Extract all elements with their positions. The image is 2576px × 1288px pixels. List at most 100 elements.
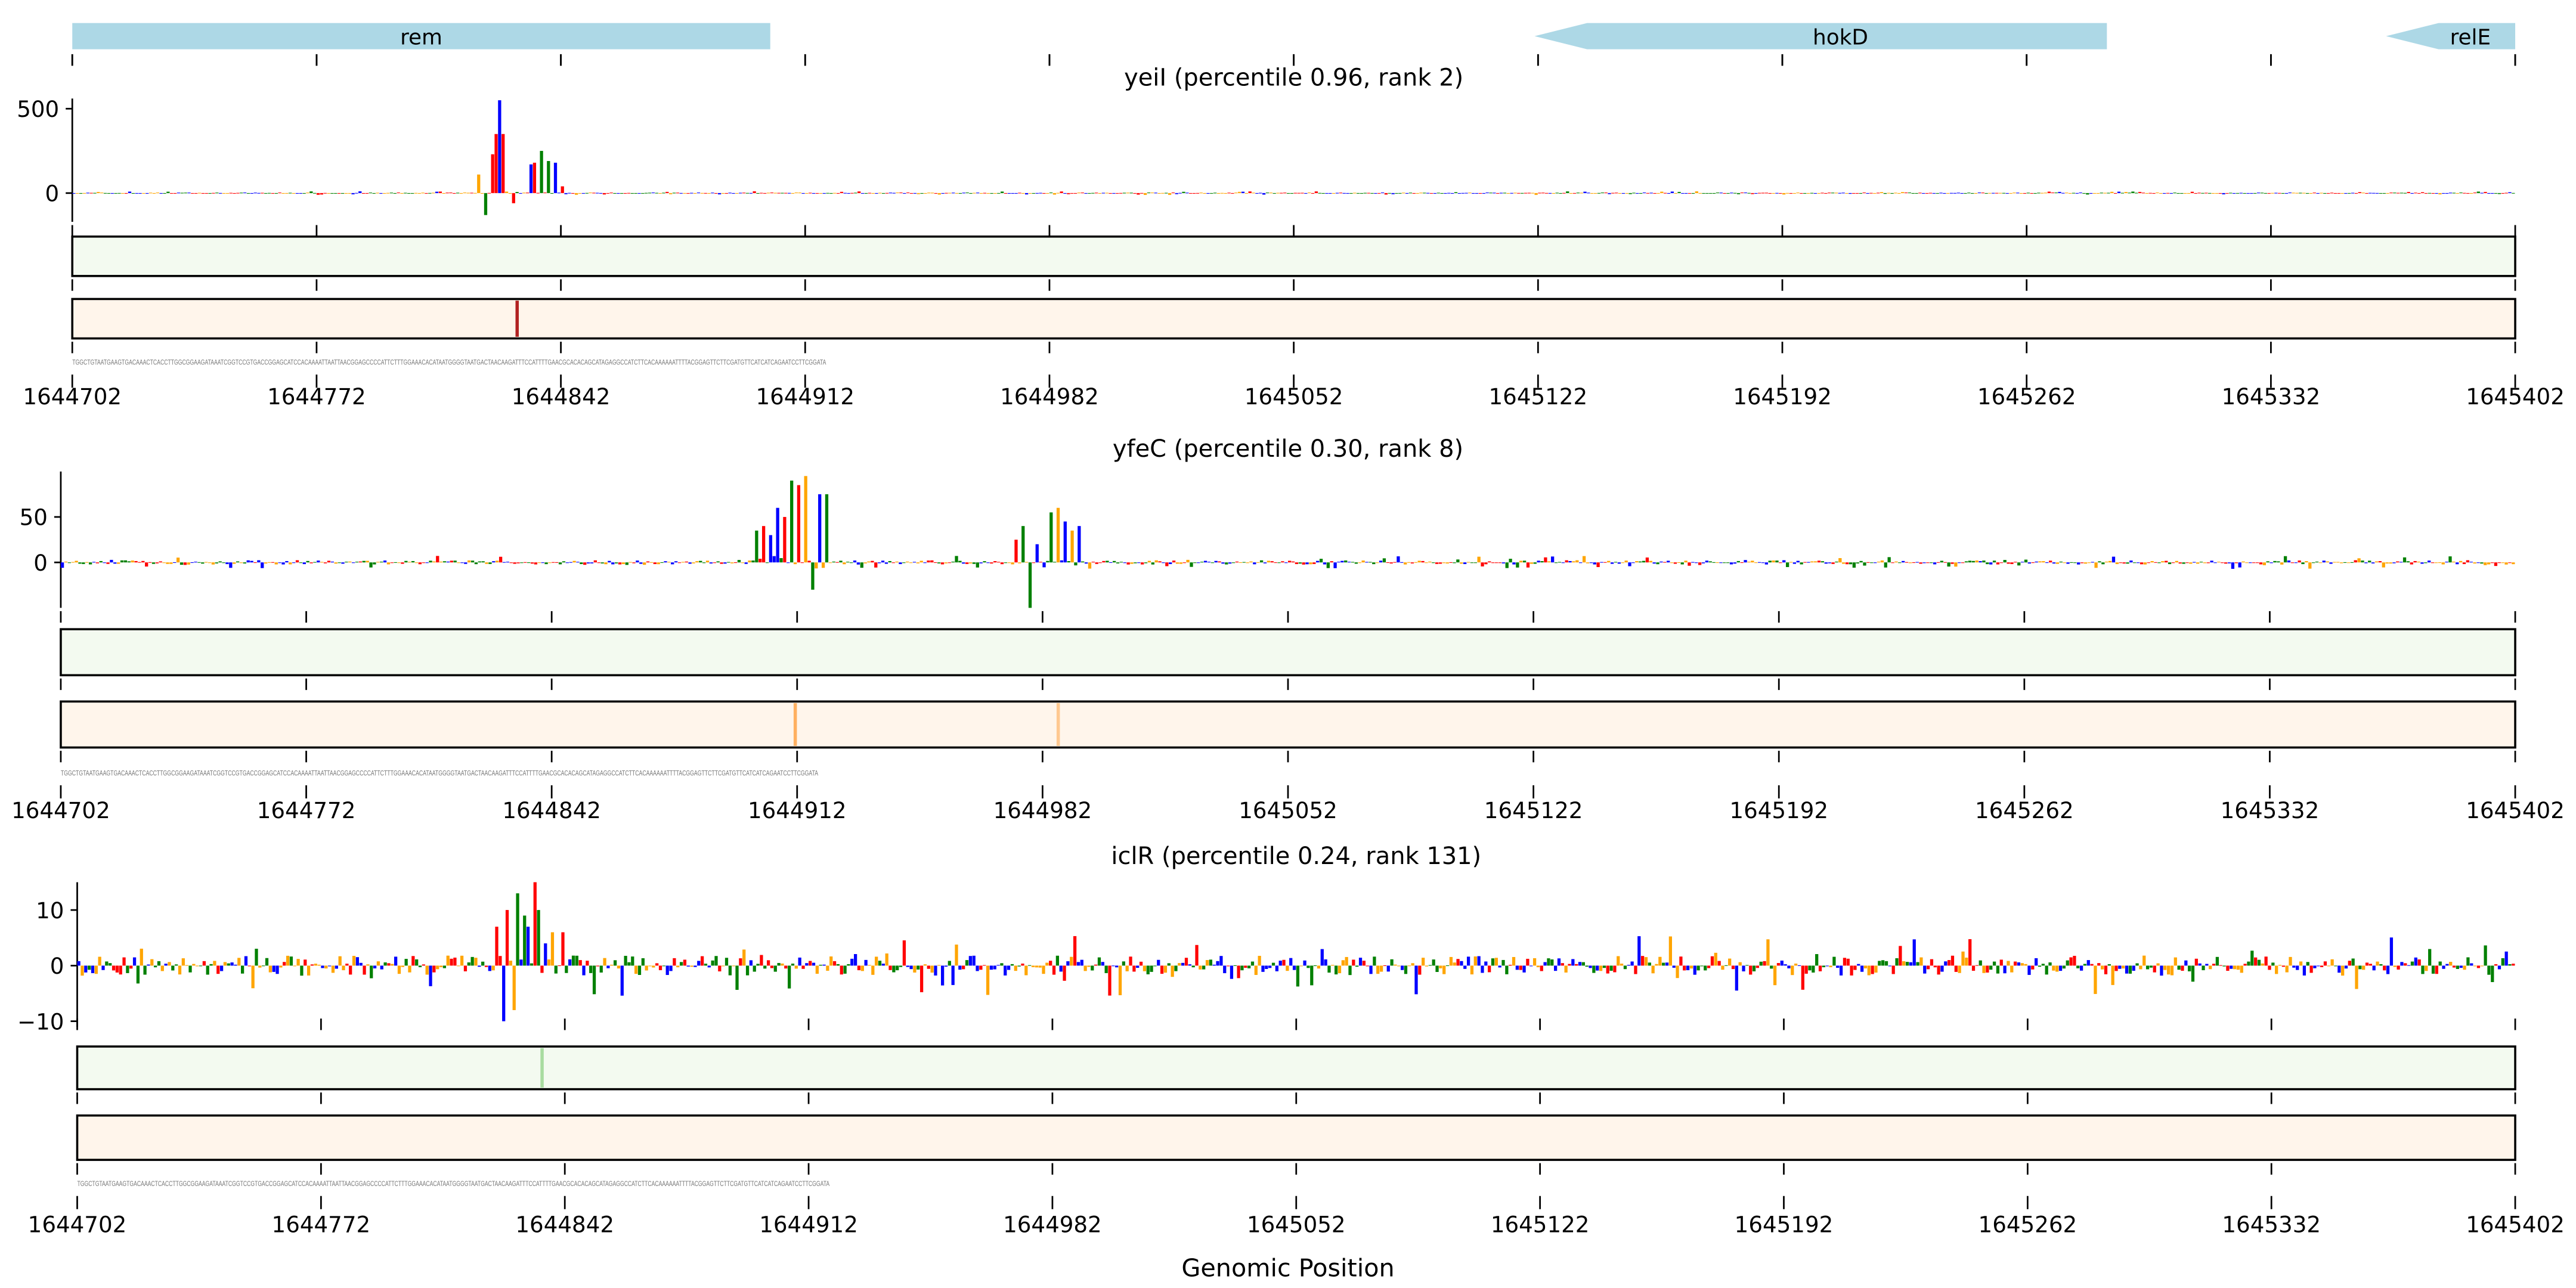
logo-letter-C [1197, 562, 1200, 564]
logo-letter-C [693, 965, 697, 967]
logo-letter-G [1442, 965, 1446, 974]
logo-letter-G [2007, 961, 2010, 966]
logo-letter-T [958, 193, 962, 194]
logo-letter-A [835, 562, 839, 563]
logo-letter-G [1670, 562, 1674, 564]
logo-letter-T [2177, 965, 2181, 970]
logo-letter-A [2225, 193, 2229, 194]
logo-letter-C [1825, 965, 1829, 967]
logo-letter-A [555, 562, 559, 563]
logo-letter-A [1362, 961, 1366, 966]
logo-letter-C [1386, 965, 1390, 972]
logo-letter-C [159, 193, 163, 194]
logo-letter-G [804, 476, 807, 563]
logo-letter-T [1968, 561, 1972, 563]
logo-letter-T [243, 562, 247, 564]
logo-letter-C [541, 562, 544, 564]
logo-letter-C [1175, 193, 1178, 194]
logo-letter-C [380, 965, 383, 970]
logo-letter-C [2400, 962, 2404, 966]
logo-letter-A [1393, 562, 1397, 563]
logo-letter-C [2459, 965, 2463, 968]
logo-letter-A [1302, 562, 1305, 565]
orange-highlight [793, 703, 797, 746]
logo-letter-C [1414, 965, 1418, 995]
logo-letter-T [1046, 561, 1049, 563]
logo-letter-A [2290, 562, 2295, 564]
logo-letter-A [1891, 965, 1895, 974]
logo-letter-A [2323, 961, 2327, 966]
logo-letter-T [1775, 561, 1779, 563]
logo-letter-G [386, 562, 391, 565]
logo-letter-T [1597, 193, 1601, 194]
logo-letter-A [1032, 562, 1036, 564]
logo-letter-C [2075, 193, 2079, 194]
logo-letter-T [920, 193, 924, 194]
logo-letter-T [1705, 193, 1709, 194]
logo-letter-C [1522, 965, 1526, 973]
logo-letter-G [1728, 958, 1732, 966]
logo-letter-C [2375, 193, 2379, 194]
logo-letter-T [227, 963, 230, 966]
logo-letter-T [2361, 561, 2364, 563]
gene-label: rem [400, 25, 442, 49]
logo-letter-G [1975, 560, 1979, 563]
logo-letter-T [1708, 561, 1712, 563]
gene-relE [2386, 23, 2516, 49]
logo-letter-C [881, 964, 885, 966]
x-tick-label: 1645262 [1975, 797, 2074, 823]
logo-letter-G [1052, 193, 1057, 195]
logo-letter-A [1119, 193, 1123, 194]
logo-letter-C [358, 191, 362, 193]
logo-letter-G [821, 562, 825, 568]
logo-letter-T [2494, 193, 2498, 194]
x-tick-label: 1645122 [1484, 797, 1583, 823]
logo-letter-A [686, 193, 690, 194]
logo-letter-T [306, 561, 309, 563]
logo-letter-A [1968, 939, 1972, 966]
logo-letter-G [815, 965, 819, 974]
logo-letter-G [1958, 965, 1961, 973]
logo-letter-T [624, 955, 627, 966]
logo-letter-G [2262, 562, 2266, 565]
logo-letter-G [223, 962, 227, 966]
logo-letter-G [1254, 965, 1258, 975]
logo-letter-C [564, 193, 568, 194]
logo-letter-C [2231, 562, 2235, 569]
logo-letter-A [1995, 193, 1999, 194]
logo-letter-A [1707, 965, 1711, 968]
logo-letter-C [1101, 962, 1104, 966]
logo-letter-A [1634, 965, 1637, 974]
logo-letter-T [2243, 193, 2246, 194]
logo-letter-G [2170, 965, 2174, 976]
logo-letter-T [166, 191, 170, 193]
logo-letter-A [945, 193, 948, 194]
logo-letter-T [1550, 959, 1554, 966]
logo-letter-A [2494, 562, 2498, 566]
logo-letter-C [351, 562, 355, 564]
logo-letter-A [1182, 562, 1186, 564]
logo-letter-T [2508, 964, 2512, 966]
logo-letter-A [2031, 965, 2035, 970]
logo-letter-C [1693, 965, 1696, 975]
logo-letter-A [1926, 562, 1930, 564]
logo-letter-A [540, 965, 544, 973]
logo-letter-C [812, 962, 816, 966]
logo-letter-T [615, 562, 618, 564]
logo-letter-T [899, 965, 903, 967]
logo-letter-G [1341, 960, 1345, 966]
logo-letter-A [1905, 562, 1909, 563]
x-tick-label: 1645262 [1979, 1211, 2077, 1237]
logo-letter-C [818, 494, 822, 563]
logo-letter-A [1948, 960, 1951, 966]
logo-letter-C [425, 562, 429, 564]
logo-letter-G [457, 965, 460, 967]
logo-letter-T [1202, 965, 1206, 970]
logo-letter-G [794, 965, 798, 969]
logo-letter-A [800, 562, 804, 564]
logo-letter-C [812, 193, 816, 194]
logo-letter-G [1506, 193, 1510, 194]
logo-letter-G [1018, 562, 1021, 564]
logo-letter-T [763, 965, 767, 969]
logo-letter-C [1807, 562, 1810, 563]
